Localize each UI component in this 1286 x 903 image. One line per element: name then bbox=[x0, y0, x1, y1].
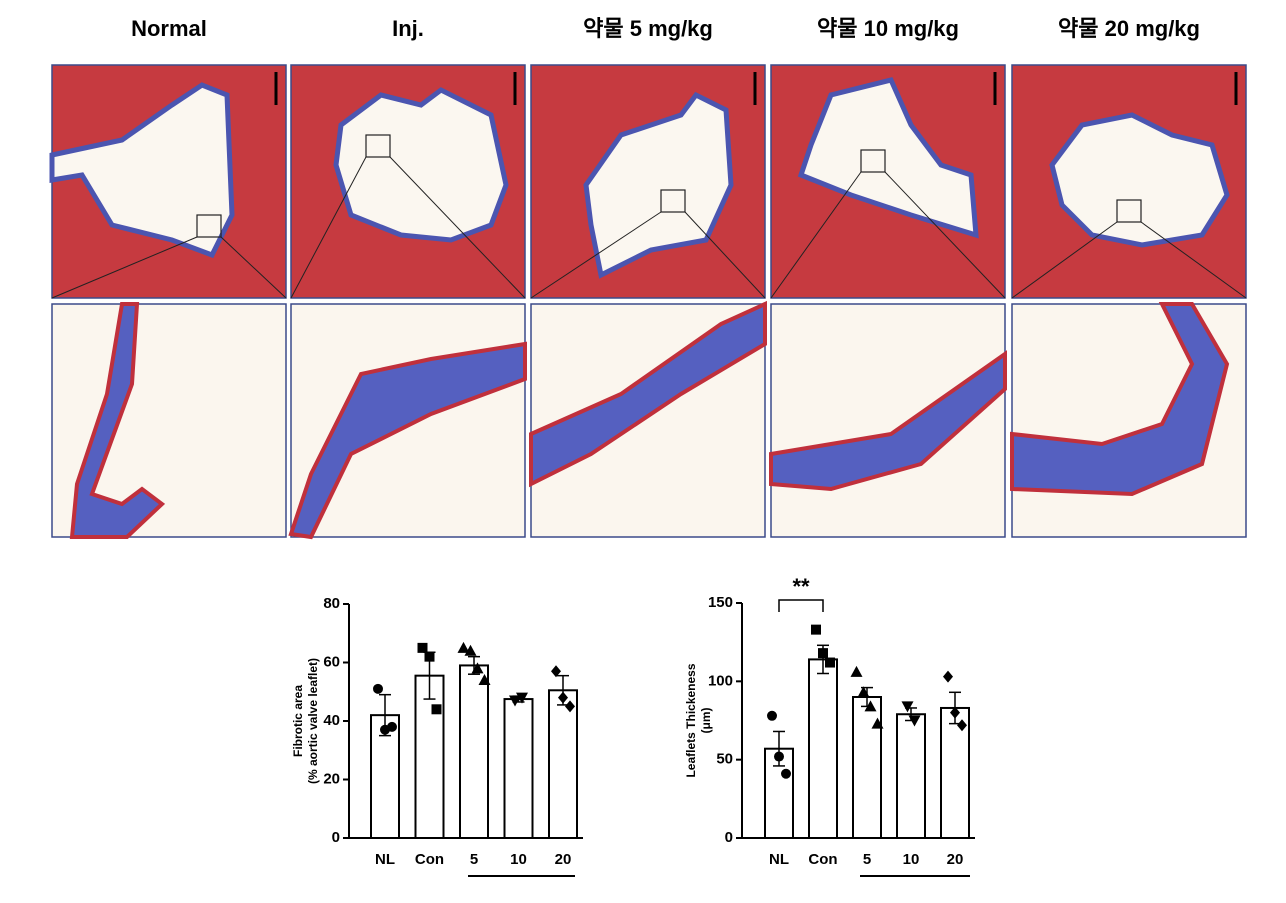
data-point bbox=[516, 692, 528, 704]
x-tick-label: 10 bbox=[903, 851, 920, 868]
significance-label: ** bbox=[792, 574, 810, 599]
data-point bbox=[957, 719, 967, 732]
x-tick-label: Con bbox=[808, 851, 837, 868]
data-point bbox=[908, 715, 921, 727]
bar bbox=[808, 658, 838, 840]
y-tick-label: 40 bbox=[323, 712, 340, 729]
data-point bbox=[864, 700, 877, 712]
y-axis-label: Leaflets Thickeness bbox=[684, 663, 698, 777]
zoom-line bbox=[1011, 221, 1118, 299]
data-point bbox=[825, 657, 835, 668]
valve-lumen bbox=[583, 91, 734, 279]
panel-title: 약물 5 mg/kg bbox=[583, 16, 713, 41]
data-point bbox=[950, 706, 960, 719]
data-point bbox=[818, 648, 828, 659]
zoom-line bbox=[684, 211, 766, 299]
y-tick-label: 20 bbox=[323, 770, 340, 787]
panel-title: 약물 20 mg/kg bbox=[1058, 16, 1200, 41]
data-point bbox=[871, 717, 884, 729]
x-tick-label: 5 bbox=[470, 851, 478, 868]
data-point bbox=[373, 683, 383, 694]
bar bbox=[414, 674, 445, 839]
panel-title: Inj. bbox=[392, 16, 424, 41]
y-axis-label: Fibrotic area bbox=[291, 685, 305, 757]
y-tick-label: 0 bbox=[332, 829, 340, 846]
data-point bbox=[431, 704, 442, 715]
zoom-box bbox=[860, 149, 886, 173]
zoom-line bbox=[770, 171, 862, 299]
y-axis-label: (% aortic valve leaflet) bbox=[306, 658, 320, 784]
panel-title: Normal bbox=[131, 16, 207, 41]
data-point bbox=[943, 670, 953, 683]
x-tick-label: 20 bbox=[555, 851, 572, 868]
data-point bbox=[471, 662, 484, 674]
zoom-box bbox=[196, 214, 222, 238]
data-point bbox=[478, 674, 491, 686]
zoom-box bbox=[660, 189, 686, 213]
valve-lumen bbox=[1049, 112, 1230, 248]
panel-title: 약물 10 mg/kg bbox=[817, 16, 959, 41]
zoom-box bbox=[365, 134, 391, 158]
y-tick-label: 100 bbox=[708, 672, 733, 689]
bar bbox=[548, 689, 578, 839]
data-point bbox=[850, 665, 863, 677]
x-tick-label: NL bbox=[769, 851, 789, 868]
data-point bbox=[464, 644, 477, 656]
leaflet-tissue bbox=[1010, 302, 1230, 497]
zoom-line bbox=[389, 156, 526, 299]
x-tick-label: Con bbox=[415, 851, 444, 868]
leaflet-tissue bbox=[288, 341, 527, 540]
y-tick-label: 50 bbox=[716, 751, 733, 768]
x-tick-label: 10 bbox=[510, 851, 527, 868]
x-tick-label: NL bbox=[375, 851, 395, 868]
valve-lumen bbox=[49, 82, 235, 259]
leaflet-tissue bbox=[69, 302, 166, 539]
y-axis-label: (μm) bbox=[699, 707, 713, 733]
data-point bbox=[417, 642, 428, 653]
significance-bracket bbox=[778, 599, 824, 612]
data-point bbox=[424, 651, 435, 662]
bar bbox=[503, 698, 534, 839]
zoom-line bbox=[220, 236, 287, 299]
y-tick-label: 0 bbox=[725, 829, 733, 846]
zoom-line bbox=[51, 236, 198, 299]
zoom-line bbox=[530, 211, 662, 299]
leaflet-tissue bbox=[769, 350, 1007, 492]
bar bbox=[896, 713, 926, 840]
valve-lumen bbox=[797, 77, 979, 239]
data-point bbox=[509, 695, 521, 707]
zoom-line bbox=[290, 156, 367, 299]
data-point bbox=[774, 751, 784, 762]
zoom-line bbox=[884, 171, 1006, 299]
zoom-box bbox=[1116, 199, 1142, 223]
leaflet-tissue bbox=[529, 300, 767, 488]
y-tick-label: 150 bbox=[708, 594, 733, 611]
zoom-line bbox=[1140, 221, 1247, 299]
bar bbox=[852, 696, 882, 839]
y-tick-label: 60 bbox=[323, 653, 340, 670]
data-point bbox=[387, 721, 397, 732]
data-point bbox=[781, 768, 791, 779]
data-point bbox=[558, 691, 568, 704]
data-point bbox=[901, 701, 914, 713]
data-point bbox=[457, 641, 470, 653]
x-tick-label: 5 bbox=[863, 851, 871, 868]
bar bbox=[940, 706, 970, 840]
data-point bbox=[811, 624, 821, 635]
y-tick-label: 80 bbox=[323, 595, 340, 612]
valve-lumen bbox=[333, 87, 509, 243]
data-point bbox=[767, 710, 777, 721]
bar bbox=[459, 664, 489, 839]
data-point bbox=[857, 686, 870, 698]
x-tick-label: 20 bbox=[947, 851, 964, 868]
data-point bbox=[551, 665, 561, 678]
data-point bbox=[565, 700, 575, 713]
